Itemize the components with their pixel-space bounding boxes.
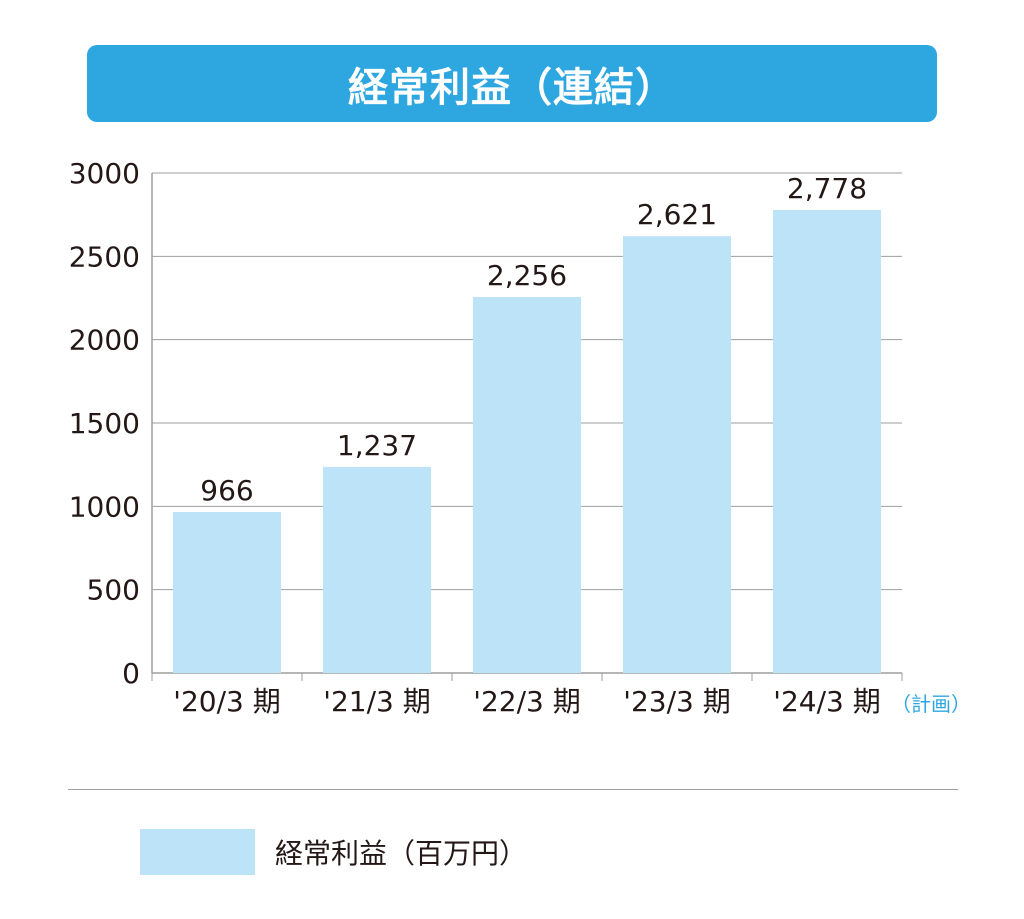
divider [68, 789, 958, 790]
title-banner: 経常利益（連結） [87, 45, 937, 122]
plan-note-label: （計画） [891, 692, 971, 716]
bar [323, 466, 431, 673]
bar [173, 512, 281, 673]
y-tick-label: 1500 [69, 407, 140, 440]
data-label: 966 [200, 474, 253, 507]
x-category-label: '23/3 期 [623, 685, 730, 718]
x-category-label: '22/3 期 [473, 685, 580, 718]
y-tick-label: 1000 [69, 490, 140, 523]
y-tick-label: 2500 [69, 240, 140, 273]
x-category-label: '24/3 期 [773, 685, 880, 718]
y-tick-label: 0 [122, 657, 140, 690]
bar [623, 236, 731, 673]
bar-chart: 0 500 1000 1500 2000 2500 3000 966 '20/3 期 1,237 '… [69, 157, 971, 718]
data-label: 1,237 [337, 429, 417, 462]
x-category-label: '20/3 期 [173, 685, 280, 718]
data-label: 2,621 [637, 198, 717, 231]
bar [773, 210, 881, 673]
chart-title: 経常利益（連結） [348, 64, 676, 111]
legend-label: 経常利益（百万円） [275, 837, 528, 870]
bar [473, 297, 581, 673]
y-tick-label: 3000 [69, 157, 140, 190]
y-tick-label: 2000 [69, 324, 140, 357]
y-tick-label: 500 [87, 574, 140, 607]
x-category-label: '21/3 期 [323, 685, 430, 718]
data-label: 2,256 [487, 259, 567, 292]
legend: 経常利益（百万円） [140, 829, 527, 875]
data-label: 2,778 [787, 172, 867, 205]
legend-swatch [140, 829, 255, 875]
